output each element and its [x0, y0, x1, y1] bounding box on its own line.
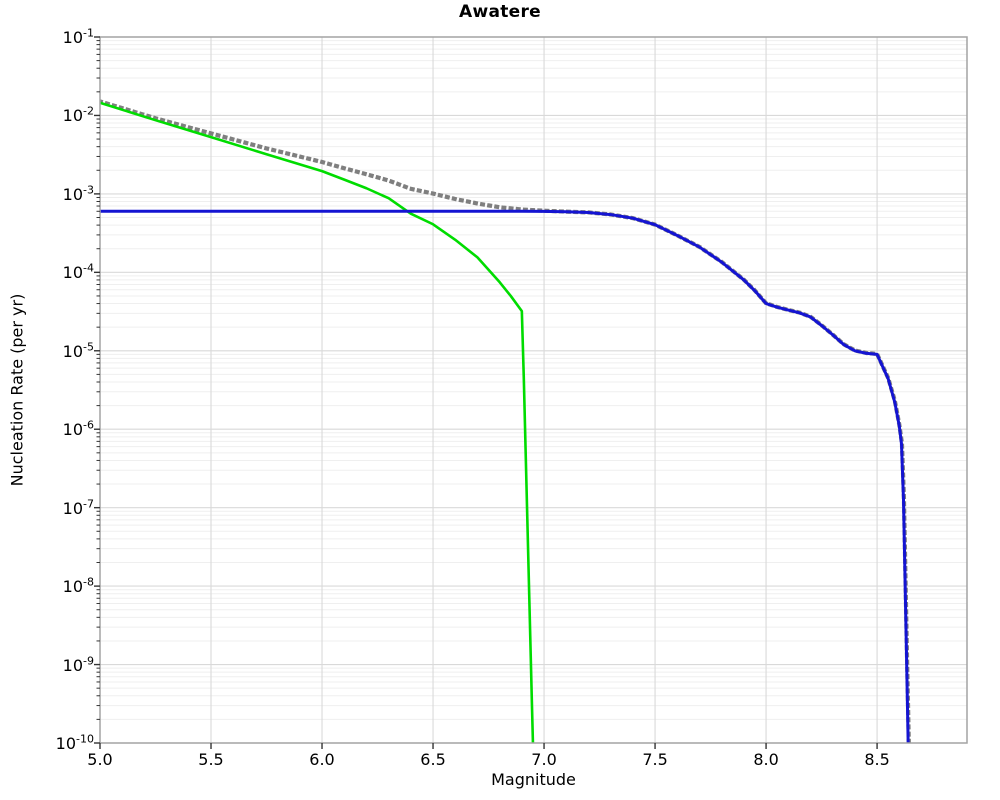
x-tick-label: 6.0 — [309, 750, 335, 769]
y-tick-label: 10-5 — [62, 340, 94, 361]
x-tick-label: 6.5 — [420, 750, 446, 769]
y-tick-label: 10-10 — [55, 732, 94, 753]
axes-border — [99, 36, 968, 744]
y-axis-label: Nucleation Rate (per yr) — [7, 293, 27, 487]
x-tick-label: 7.0 — [531, 750, 557, 769]
y-tick-label: 10-2 — [62, 104, 94, 126]
y-tick-label: 10-1 — [62, 26, 94, 47]
y-tick-label: 10-6 — [62, 418, 94, 439]
y-tick-label: 10-7 — [62, 497, 94, 518]
y-tick-label: 10-4 — [62, 261, 94, 283]
x-tick-label: 8.0 — [753, 750, 779, 769]
y-tick-label: 10-9 — [62, 653, 94, 675]
green-gutenberg-richter-rate-curve — [100, 101, 535, 743]
y-tick-label: 10-3 — [62, 183, 94, 204]
y-tick-label: 10-8 — [62, 575, 94, 596]
chart-title: Awatere — [458, 2, 541, 22]
x-tick-label: 5.0 — [87, 750, 113, 769]
x-tick-label: 7.5 — [642, 750, 668, 769]
x-axis-label: Magnitude — [491, 770, 576, 789]
x-tick-label: 8.5 — [864, 750, 890, 769]
blue-inversion-rate-curve — [100, 209, 910, 743]
x-tick-label: 5.5 — [198, 750, 224, 769]
